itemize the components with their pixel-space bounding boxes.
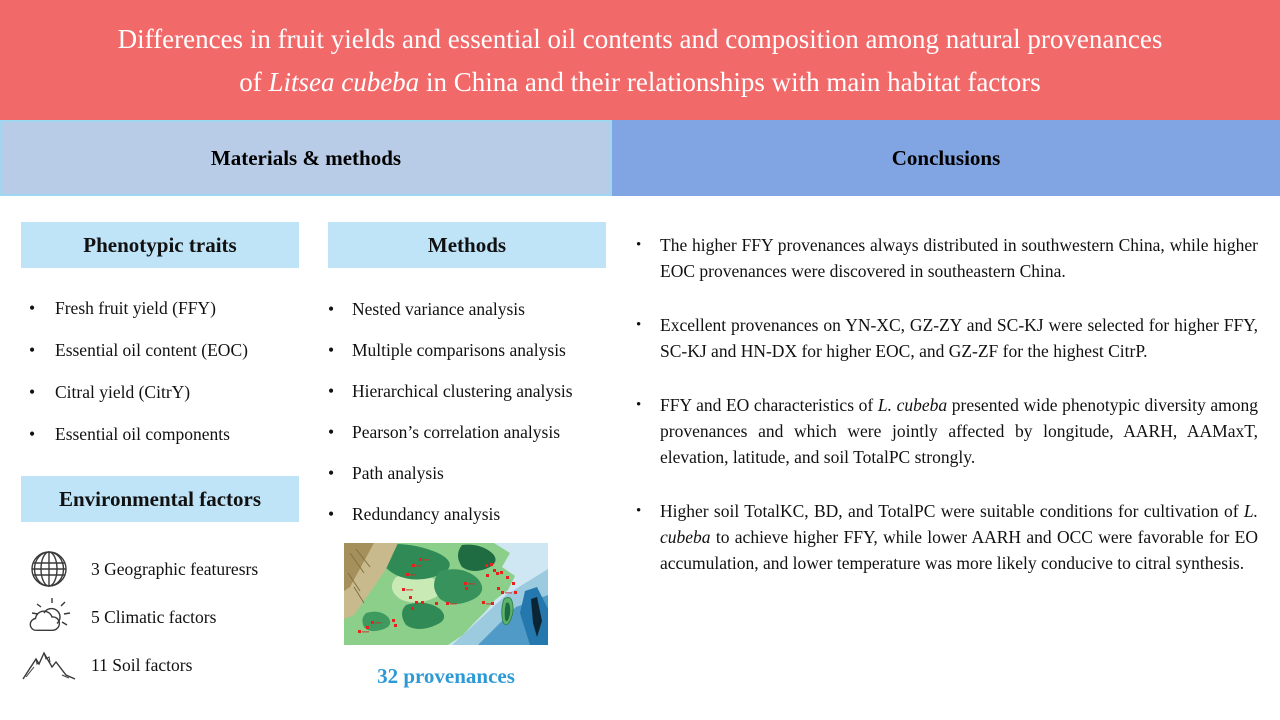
conclusion-item: FFY and EO characteristics of L. cubeba … bbox=[632, 392, 1258, 470]
map-caption: 32 provenances bbox=[377, 664, 515, 688]
conclusion-item: Higher soil TotalKC, BD, and TotalPC wer… bbox=[632, 498, 1258, 576]
methods-column: Methods Nested variance analysis Multipl… bbox=[320, 222, 632, 720]
title-text: of bbox=[239, 66, 269, 97]
conclusion-text: The higher FFY provenances always distri… bbox=[660, 235, 1258, 281]
title-banner: Differences in fruit yields and essentia… bbox=[0, 0, 1280, 120]
method-item: Pearson’s correlation analysis bbox=[328, 420, 632, 444]
conclusion-text: Higher soil TotalKC, BD, and TotalPC wer… bbox=[660, 501, 1244, 521]
phenotypic-item: Citral yield (CitrY) bbox=[21, 380, 320, 404]
conclusion-item: The higher FFY provenances always distri… bbox=[632, 232, 1258, 284]
mountains-icon bbox=[21, 642, 77, 688]
environmental-item-soil: 11 Soil factors bbox=[21, 642, 320, 688]
phenotypic-item: Essential oil components bbox=[21, 422, 320, 446]
conclusion-text: presented wide phenotypic diversity amon… bbox=[660, 395, 1258, 467]
conclusion-text: to achieve higher FFY, while lower AARH … bbox=[660, 527, 1258, 573]
environmental-item-geographic: 3 Geographic featuresrs bbox=[21, 546, 320, 592]
title-text: Differences in fruit yields and essentia… bbox=[117, 23, 1163, 54]
environmental-item-climatic: 5 Climatic factors bbox=[21, 594, 320, 640]
method-item: Hierarchical clustering analysis bbox=[328, 379, 632, 403]
method-item: Nested variance analysis bbox=[328, 297, 632, 321]
method-item: Redundancy analysis bbox=[328, 502, 632, 526]
conclusion-item: Excellent provenances on YN-XC, GZ-ZY an… bbox=[632, 312, 1258, 364]
environmental-item-label: 3 Geographic featuresrs bbox=[91, 558, 259, 579]
china-provenance-map bbox=[344, 543, 548, 650]
phenotypic-column: Phenotypic traits Fresh fruit yield (FFY… bbox=[0, 222, 320, 720]
content-area: Phenotypic traits Fresh fruit yield (FFY… bbox=[0, 196, 1280, 720]
title-line-2: of Litsea cubeba in China and their rela… bbox=[239, 67, 1041, 97]
phenotypic-item: Essential oil content (EOC) bbox=[21, 338, 320, 362]
china-map-image bbox=[344, 543, 548, 645]
tab-conclusions[interactable]: Conclusions bbox=[612, 120, 1280, 196]
title-text: in China and their relationships with ma… bbox=[419, 66, 1041, 97]
method-item: Multiple comparisons analysis bbox=[328, 338, 632, 362]
environmental-item-label: 5 Climatic factors bbox=[91, 606, 217, 627]
method-item: Path analysis bbox=[328, 461, 632, 485]
conclusion-text: FFY and EO characteristics of bbox=[660, 395, 878, 415]
phenotypic-item: Fresh fruit yield (FFY) bbox=[21, 296, 320, 320]
environmental-factors-list: 3 Geographic featuresrs 5 Climati bbox=[21, 546, 320, 688]
methods-header: Methods bbox=[328, 222, 606, 268]
section-tab-bar: Materials & methods Conclusions bbox=[0, 120, 1280, 196]
phenotypic-traits-list: Fresh fruit yield (FFY) Essential oil co… bbox=[21, 296, 320, 446]
conclusion-text: Excellent provenances on YN-XC, GZ-ZY an… bbox=[660, 315, 1258, 361]
species-name: Litsea cubeba bbox=[268, 66, 420, 97]
tab-materials-methods[interactable]: Materials & methods bbox=[0, 120, 612, 196]
phenotypic-traits-header: Phenotypic traits bbox=[21, 222, 299, 268]
species-name: L. cubeba bbox=[660, 501, 1258, 547]
title-line-1: Differences in fruit yields and essentia… bbox=[118, 24, 1163, 54]
environmental-factors-header: Environmental factors bbox=[21, 476, 299, 522]
sun-cloud-icon bbox=[21, 594, 77, 640]
conclusions-list: The higher FFY provenances always distri… bbox=[632, 232, 1258, 576]
methods-list: Nested variance analysis Multiple compar… bbox=[328, 297, 632, 526]
environmental-item-label: 11 Soil factors bbox=[91, 654, 193, 675]
conclusions-column: The higher FFY provenances always distri… bbox=[632, 222, 1280, 720]
globe-icon bbox=[21, 546, 77, 592]
species-name: L. cubeba bbox=[877, 395, 948, 415]
